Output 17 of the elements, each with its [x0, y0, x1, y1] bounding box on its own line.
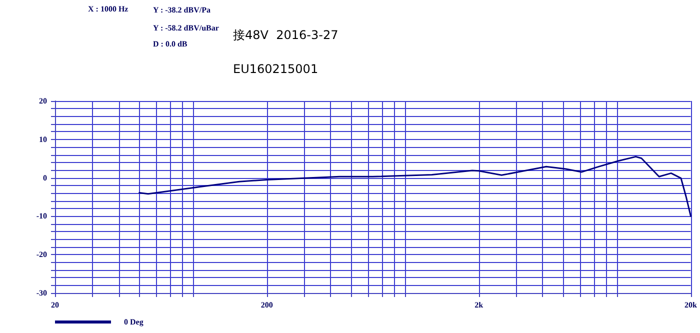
x-tick-label: 20 [51, 300, 59, 310]
text: EU160215001 [233, 62, 318, 76]
text: 接48V 2016-3-27 [233, 28, 338, 42]
text: Y : -38.2 dBV/Pa [153, 6, 210, 14]
y-tick-label: -10 [36, 212, 47, 221]
text: Y : -58.2 dBV/uBar [153, 24, 220, 32]
y-tick-label: -30 [36, 288, 47, 298]
x-tick-label: 20k [684, 300, 698, 310]
x-tick-label: 2k [474, 300, 484, 310]
y-tick-label: 0 [43, 173, 47, 182]
y-tick-label: -20 [36, 250, 47, 260]
y-tick-label: 10 [39, 134, 47, 144]
x-tick-label: 200 [260, 300, 273, 310]
text: X : 1000 Hz [88, 4, 129, 14]
y-tick-label: 20 [39, 96, 47, 106]
text: D : 0.0 dB [153, 40, 188, 48]
text: 0 Deg [124, 318, 144, 326]
